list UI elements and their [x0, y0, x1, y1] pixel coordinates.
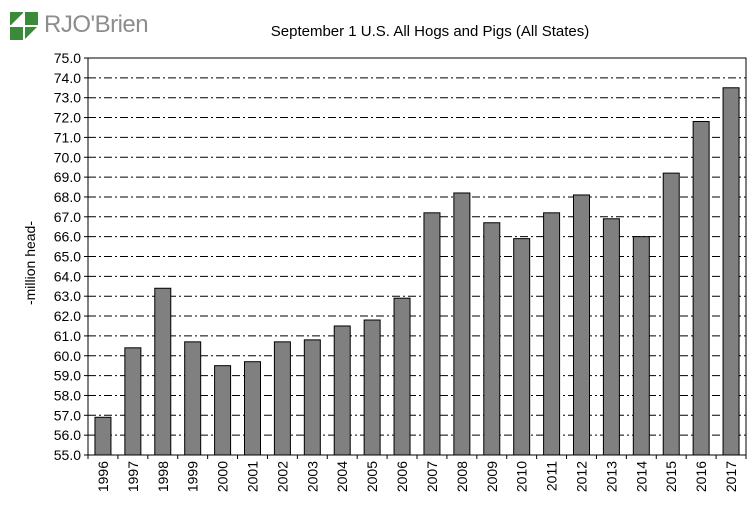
y-tick-label: 72.0 [54, 110, 81, 126]
bar [513, 238, 531, 456]
x-tick-label: 1996 [95, 461, 111, 492]
x-tick-label: 2001 [245, 461, 261, 492]
x-tick-label: 2008 [454, 461, 470, 492]
y-tick-label: 64.0 [54, 268, 81, 284]
x-tick-label: 2006 [394, 461, 410, 492]
y-tick-label: 63.0 [54, 288, 81, 304]
bar [722, 87, 740, 456]
plot-frame [87, 57, 747, 456]
bar [543, 212, 561, 456]
bar [303, 339, 321, 456]
x-tick-label: 2010 [514, 461, 530, 492]
x-tick-label: 2000 [215, 461, 231, 492]
bar [662, 172, 680, 456]
y-tick-label: 71.0 [54, 129, 81, 145]
y-tick-label: 73.0 [54, 90, 81, 106]
bar [602, 218, 620, 456]
y-tick-label: 74.0 [54, 70, 81, 86]
x-tick-label: 2005 [364, 461, 380, 492]
bar [453, 192, 471, 456]
y-tick-label: 56.0 [54, 427, 81, 443]
x-tick-label: 2014 [633, 461, 649, 492]
x-tick-label: 2002 [274, 461, 290, 492]
x-tick-label: 1997 [125, 461, 141, 492]
y-tick-label: 57.0 [54, 407, 81, 423]
bar [692, 121, 710, 456]
bar [632, 236, 650, 456]
bar [423, 212, 441, 456]
bar [124, 347, 142, 456]
bar [244, 361, 261, 456]
y-tick-label: 55.0 [54, 447, 81, 463]
y-tick-label: 62.0 [54, 308, 81, 324]
bar [483, 222, 501, 456]
x-tick-label: 2013 [603, 461, 619, 492]
bar [333, 325, 351, 456]
y-tick-label: 75.0 [54, 50, 81, 66]
x-tick-label: 2017 [723, 461, 739, 492]
x-tick-label: 2003 [304, 461, 320, 492]
brand-name: RJO'Brien [44, 11, 149, 38]
brand-logo-mark-icon [10, 12, 38, 40]
bar [214, 365, 232, 456]
y-tick-label: 58.0 [54, 387, 81, 403]
y-tick-label: 69.0 [54, 169, 81, 185]
bar [94, 416, 112, 456]
y-tick-label: 70.0 [54, 149, 81, 165]
x-tick-label: 2015 [663, 461, 679, 492]
y-tick-label: 66.0 [54, 229, 81, 245]
y-tick-label: 68.0 [54, 189, 81, 205]
x-tick-label: 2009 [484, 461, 500, 492]
bar [273, 341, 291, 456]
y-tick-label: 61.0 [54, 328, 81, 344]
bar [154, 287, 172, 456]
x-tick-label: 2012 [574, 461, 590, 492]
y-tick-label: 59.0 [54, 368, 81, 384]
x-tick-label: 2016 [693, 461, 709, 492]
brand-logo: RJO'Brien [10, 9, 170, 43]
x-tick-label: 2011 [544, 461, 560, 491]
x-tick-label: 2007 [424, 461, 440, 492]
y-tick-label: 65.0 [54, 249, 81, 265]
y-tick-label: 60.0 [54, 348, 81, 364]
bar [184, 341, 202, 456]
x-tick-label: 1998 [155, 461, 171, 492]
bar [393, 297, 411, 456]
x-tick-label: 1999 [185, 461, 201, 492]
bar [363, 319, 381, 456]
y-tick-label: 67.0 [54, 209, 81, 225]
bar [573, 194, 590, 456]
chart-title: September 1 U.S. All Hogs and Pigs (All … [270, 23, 590, 40]
x-tick-label: 2004 [334, 461, 350, 492]
